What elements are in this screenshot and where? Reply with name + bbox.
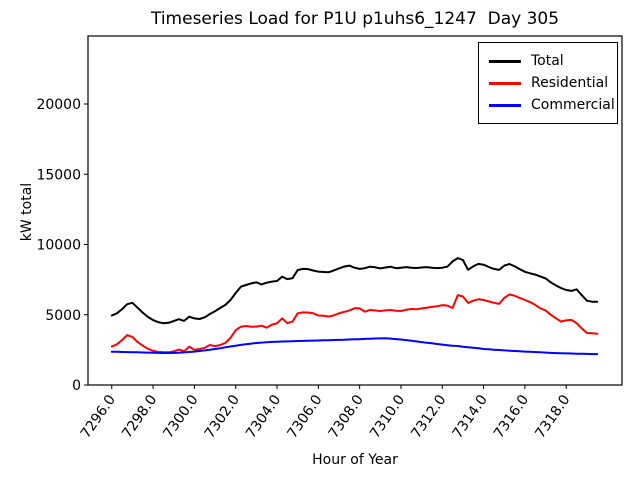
x-tick-label: 7308.0	[326, 392, 367, 441]
y-tick-label: 0	[72, 378, 81, 394]
x-tick-label: 7306.0	[284, 392, 325, 441]
x-tick-label: 7318.0	[532, 392, 573, 441]
legend-line-swatch-total	[489, 59, 521, 63]
axes-spines	[87, 35, 623, 386]
x-tick-label: 7300.0	[160, 392, 201, 441]
y-tick-label: 20000	[36, 97, 81, 113]
chart-title: Timeseries Load for P1U p1uhs6_1247 Day …	[150, 9, 560, 29]
x-tick-label: 7298.0	[119, 392, 160, 441]
x-tick-label: 7304.0	[243, 392, 284, 441]
x-tick-label: 7302.0	[202, 392, 243, 441]
y-axis-label: kW total	[19, 182, 35, 242]
x-axis-label: Hour of Year	[312, 452, 398, 468]
legend-label-residential: Residential	[531, 75, 609, 91]
x-tick-label: 7316.0	[491, 392, 532, 441]
x-tick-label: 7314.0	[450, 392, 491, 441]
y-tick-label: 15000	[36, 167, 81, 183]
y-tick-label: 10000	[36, 238, 81, 254]
x-tick-label: 7310.0	[367, 392, 408, 441]
series-line-residential	[110, 293, 599, 354]
legend-item-residential: Residential	[489, 72, 609, 94]
y-tick-label: 5000	[45, 308, 81, 324]
series-line-commercial	[110, 337, 599, 356]
legend-label-total: Total	[531, 53, 564, 69]
x-tick-label: 7312.0	[408, 392, 449, 441]
legend-item-commercial: Commercial	[489, 94, 615, 116]
x-tick-label: 7296.0	[78, 392, 119, 441]
legend-item-total: Total	[489, 50, 607, 72]
legend: Total Residential Commercial	[478, 42, 618, 124]
legend-label-commercial: Commercial	[531, 97, 615, 113]
legend-line-swatch-commercial	[489, 103, 521, 107]
series-line-total	[110, 257, 599, 325]
legend-line-swatch-residential	[489, 81, 521, 85]
